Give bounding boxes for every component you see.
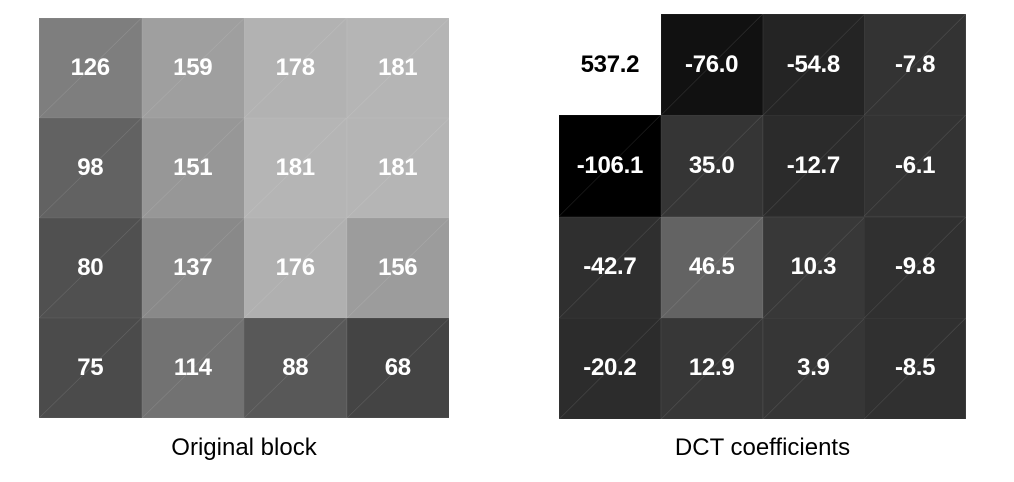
- dct-coefficients-caption: DCT coefficients: [674, 434, 851, 461]
- original-block-value: 178: [275, 54, 315, 81]
- original-block-value: 68: [384, 354, 411, 381]
- dct-coefficient-value: -7.8: [895, 50, 936, 78]
- dct-coefficient-cell-r0-c0: 537.2: [559, 14, 661, 116]
- original-block-cell-r3-c3: 68: [346, 318, 449, 418]
- dct-coefficient-value: -12.7: [786, 151, 841, 179]
- original-block-cell-r1-c3: 181: [346, 118, 449, 218]
- original-block-value: 114: [173, 354, 212, 381]
- original-block-cell-r2-c2: 176: [244, 218, 347, 318]
- original-block-cell-r3-c2: 88: [244, 318, 347, 418]
- dct-coefficient-value: -76.0: [685, 50, 739, 78]
- original-block-value: 88: [282, 354, 309, 381]
- original-block-value: 181: [275, 154, 315, 181]
- original-block-value: 181: [378, 154, 418, 181]
- original-block-caption: Original block: [171, 434, 317, 461]
- original-block-cell-r0-c0: 126: [39, 18, 142, 118]
- dct-coefficient-value: -9.8: [895, 253, 936, 281]
- original-block-value: 137: [173, 254, 213, 281]
- original-block-cell-r1-c2: 181: [244, 118, 347, 218]
- dct-coefficient-value: -20.2: [583, 354, 637, 382]
- original-block-cell-r2-c3: 156: [346, 218, 449, 318]
- dct-coefficient-value: -42.7: [583, 253, 637, 281]
- dct-coefficient-value: 46.5: [688, 253, 735, 281]
- original-block-value: 126: [70, 54, 110, 81]
- original-block-value: 156: [378, 254, 418, 281]
- dct-coefficient-cell-r3-c0: -20.2: [559, 317, 661, 419]
- original-block-cell-r0-c1: 159: [141, 18, 244, 118]
- original-block-value: 176: [275, 254, 315, 281]
- original-block-cell-r2-c0: 80: [39, 218, 142, 318]
- dct-coefficient-cell-r2-c1: 46.5: [660, 216, 763, 318]
- dct-coefficient-cell-r2-c3: -9.8: [864, 216, 966, 318]
- dct-coefficient-cell-r1-c3: -6.1: [864, 115, 966, 217]
- original-block-value: 181: [378, 54, 418, 81]
- dct-coefficients-grid: 537.2 -76.0 -54.8 -7.8 -106.1 35.0 -12.7 -6.1 -4…: [559, 14, 966, 419]
- original-block-cell-r1-c0: 98: [39, 118, 142, 218]
- original-block-value: 151: [173, 154, 213, 181]
- dct-coefficient-value: -106.1: [576, 151, 644, 179]
- dct-coefficient-value: 10.3: [790, 253, 837, 281]
- dct-coefficient-cell-r3-c3: -8.5: [864, 317, 966, 419]
- original-block-value: 98: [77, 154, 104, 181]
- dct-coefficient-cell-r3-c2: 3.9: [762, 317, 865, 419]
- dct-coefficient-value: -8.5: [895, 354, 936, 382]
- original-block-cell-r1-c1: 151: [141, 118, 244, 218]
- dct-coefficient-cell-r2-c2: 10.3: [762, 216, 865, 318]
- original-block-cell-r0-c3: 181: [346, 18, 449, 118]
- dct-coefficient-cell-r0-c2: -54.8: [762, 14, 865, 116]
- dct-coefficient-value: -54.8: [786, 50, 841, 78]
- original-block-cell-r3-c0: 75: [39, 318, 142, 418]
- dct-coefficient-cell-r1-c2: -12.7: [762, 115, 865, 217]
- original-block-cell-r0-c2: 178: [244, 18, 347, 118]
- dct-coefficient-cell-r0-c3: -7.8: [864, 14, 966, 116]
- original-block-value: 80: [77, 254, 104, 281]
- dct-coefficient-cell-r1-c1: 35.0: [660, 115, 763, 217]
- dct-coefficient-value: 35.0: [688, 151, 735, 179]
- original-block-grid: 126 159 178 181 98 151 181 181 80 137 176 156 75 114 8…: [39, 18, 449, 418]
- dct-coefficient-cell-r0-c1: -76.0: [660, 14, 763, 116]
- dct-coefficient-cell-r1-c0: -106.1: [559, 115, 661, 217]
- original-block-cell-r3-c1: 114: [141, 318, 244, 418]
- dct-coefficient-value: -6.1: [895, 151, 936, 179]
- original-block-cell-r2-c1: 137: [141, 218, 244, 318]
- dct-coefficient-cell-r3-c1: 12.9: [660, 317, 763, 419]
- dct-coefficient-value: 12.9: [688, 354, 735, 382]
- original-block-value: 159: [173, 54, 213, 81]
- dct-coefficient-value: 537.2: [580, 50, 640, 78]
- dct-coefficient-cell-r2-c0: -42.7: [559, 216, 661, 318]
- original-block-value: 75: [77, 354, 104, 381]
- dct-coefficient-value: 3.9: [797, 354, 830, 382]
